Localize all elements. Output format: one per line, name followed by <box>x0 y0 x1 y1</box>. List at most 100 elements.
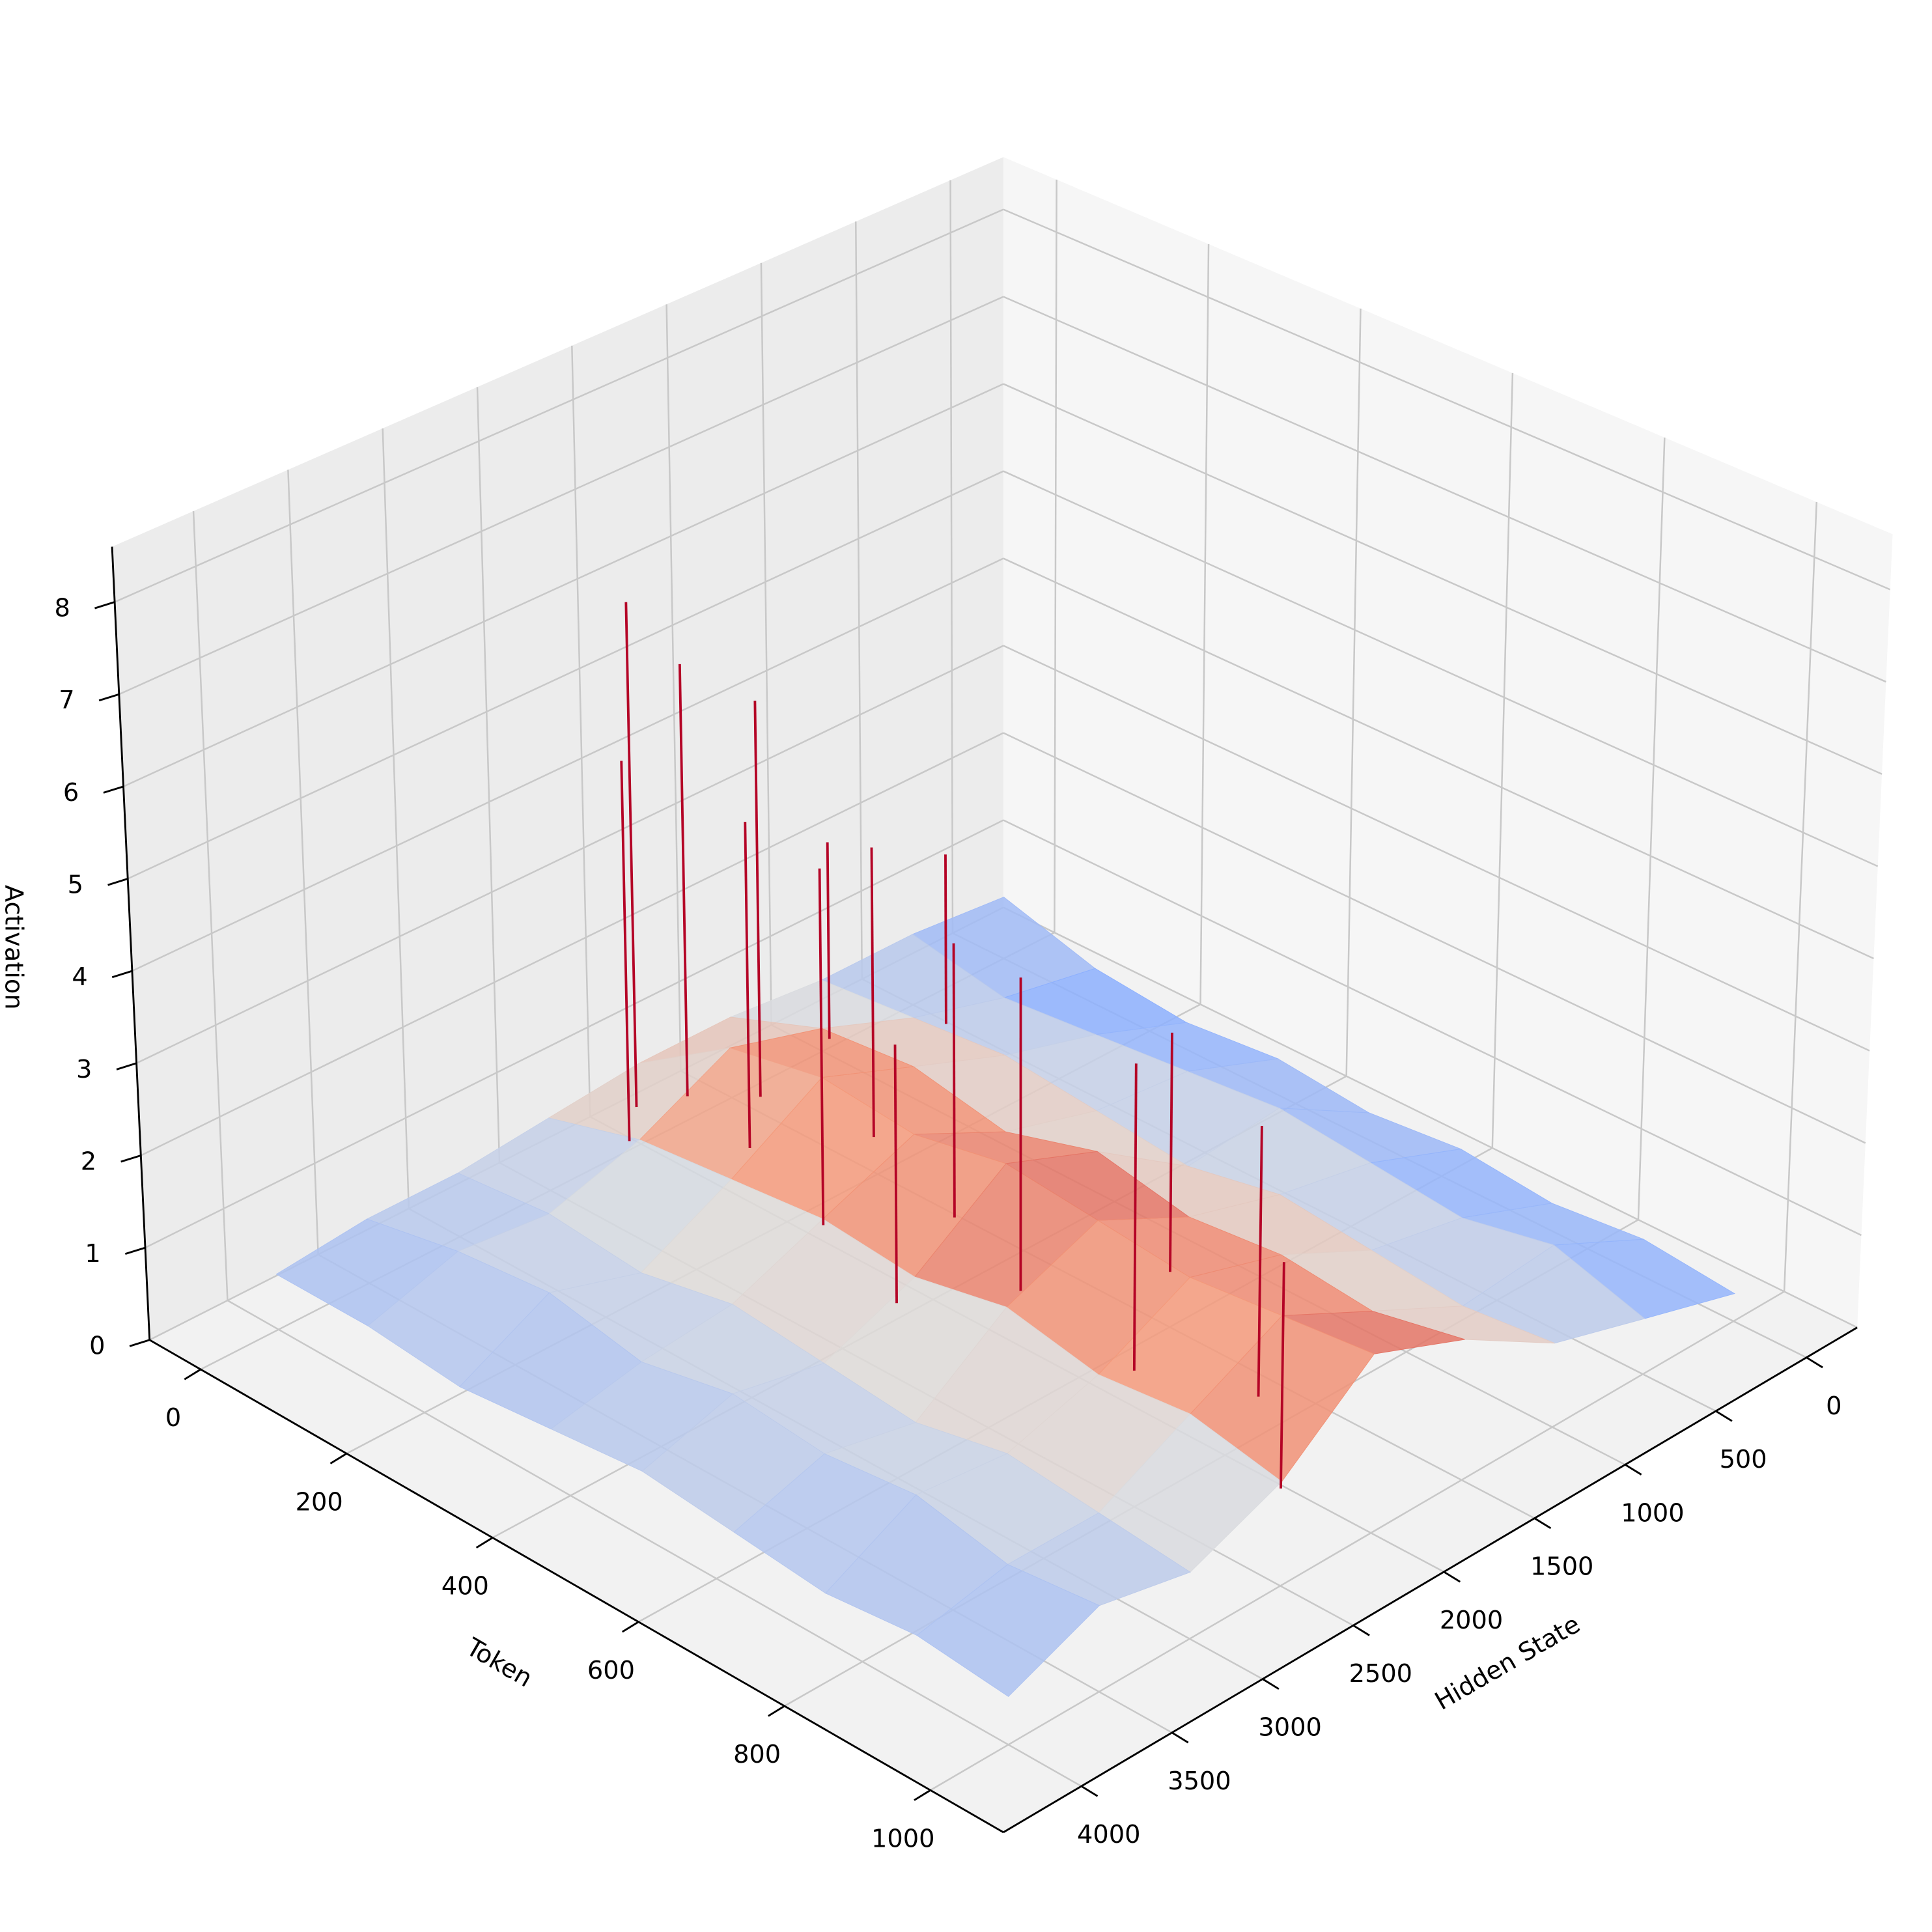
spike <box>893 1044 898 1304</box>
grid-line <box>1003 906 1858 1328</box>
z-tick <box>124 1246 146 1255</box>
x-axis-label: Token <box>460 1632 537 1694</box>
surface <box>275 602 1735 1698</box>
spike <box>753 701 762 1097</box>
grid-line <box>227 1300 1082 1787</box>
spike <box>620 761 631 1141</box>
z-tick-label: 7 <box>59 686 74 715</box>
spike <box>826 842 831 1039</box>
grid-line <box>122 383 1004 787</box>
z-tick <box>98 693 120 702</box>
z-tick-label: 5 <box>68 870 83 899</box>
grid-line <box>1003 732 1866 1144</box>
axes: 0 200 400 600 800 1000 0 500 1000 1500 2000 2500 300… <box>55 546 1858 1853</box>
grid-line <box>1003 645 1870 1052</box>
z-tick-label: 3 <box>76 1055 92 1084</box>
y-tick <box>1625 1464 1642 1476</box>
grid-line <box>1003 470 1879 867</box>
grid-line <box>1003 208 1891 591</box>
z-tick <box>111 970 133 979</box>
spike <box>744 822 751 1149</box>
grid-line <box>1637 437 1666 1220</box>
z-tick-label: 8 <box>55 594 70 623</box>
y-tick-label: 1500 <box>1530 1552 1593 1582</box>
x-tick <box>329 1453 348 1464</box>
x-tick-label: 600 <box>587 1656 635 1685</box>
grid-line <box>114 208 1004 603</box>
x-axis <box>148 1339 1004 1834</box>
y-tick-label: 2500 <box>1349 1659 1412 1688</box>
pane-right <box>1003 157 1893 1328</box>
z-tick <box>120 1155 141 1163</box>
grid-line <box>760 262 772 1026</box>
y-tick <box>1080 1785 1099 1797</box>
z-tick <box>103 785 124 794</box>
z-axis-label: Activation <box>0 885 29 1010</box>
spike <box>1257 1125 1263 1397</box>
z-tick-label: 0 <box>89 1332 105 1361</box>
grid-line <box>132 557 1004 972</box>
spike <box>1280 1262 1285 1489</box>
grid-line <box>1003 296 1886 683</box>
y-tick <box>1171 1731 1189 1744</box>
spike <box>678 664 689 1097</box>
y-tick-label: 0 <box>1826 1392 1841 1421</box>
x-tick-label: 400 <box>441 1572 489 1601</box>
grid-line <box>140 732 1004 1156</box>
x-tick-label: 0 <box>165 1403 181 1433</box>
grid-line <box>930 1291 1785 1791</box>
grid-line <box>1003 819 1862 1237</box>
grid-line <box>1054 179 1057 933</box>
y-tick-label: 2000 <box>1440 1606 1503 1635</box>
z-axis <box>111 546 151 1340</box>
grid-line <box>145 819 1004 1249</box>
grid-line <box>287 469 319 1255</box>
grid-line <box>119 296 1004 695</box>
x-tick-label: 200 <box>296 1487 343 1517</box>
spike <box>944 854 947 1024</box>
x-tick <box>914 1789 931 1801</box>
grid-line <box>476 387 501 1163</box>
x-tick <box>475 1537 494 1549</box>
grid-line <box>854 221 863 979</box>
z-tick <box>94 601 115 609</box>
y-tick <box>1715 1410 1733 1422</box>
z-tick <box>107 878 128 886</box>
spike <box>818 868 825 1225</box>
spike <box>624 602 638 1108</box>
grid-line <box>382 428 410 1209</box>
grid-line <box>1199 244 1210 1005</box>
y-tick-label: 3000 <box>1258 1713 1321 1743</box>
z-tick <box>129 1339 150 1347</box>
grid-line <box>1345 308 1362 1076</box>
y-tick-label: 500 <box>1720 1445 1767 1474</box>
y-tick <box>1352 1624 1370 1636</box>
surface-cell <box>916 1563 1100 1698</box>
spike <box>952 943 956 1218</box>
pane-left <box>112 157 1003 1340</box>
grid-line <box>1003 557 1874 960</box>
y-tick-label: 1000 <box>1621 1498 1684 1528</box>
grid-line <box>571 345 591 1117</box>
y-axis <box>1003 1326 1858 1834</box>
z-tick <box>116 1062 137 1071</box>
grid-line <box>1003 383 1883 775</box>
spike <box>870 847 875 1138</box>
spike <box>1132 1063 1138 1371</box>
y-tick <box>1806 1356 1823 1369</box>
y-tick-label: 3500 <box>1168 1767 1231 1796</box>
y-tick <box>1443 1571 1461 1583</box>
x-tick <box>184 1368 201 1380</box>
x-tick <box>768 1705 785 1717</box>
z-tick-label: 1 <box>85 1239 100 1268</box>
grid-line <box>665 304 682 1071</box>
grid-line <box>1783 501 1818 1292</box>
z-tick-label: 4 <box>72 962 87 992</box>
z-tick-label: 6 <box>63 778 79 807</box>
grid-line <box>1491 372 1514 1148</box>
y-tick <box>1262 1678 1280 1690</box>
y-tick <box>1533 1517 1552 1530</box>
grid-line <box>192 511 229 1301</box>
